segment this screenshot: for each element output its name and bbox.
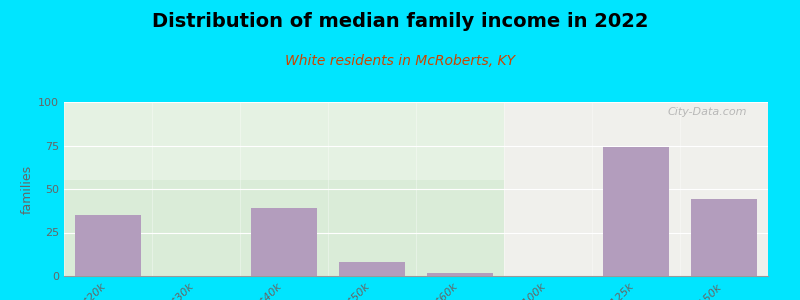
Bar xyxy=(75,215,141,276)
Text: White residents in McRoberts, KY: White residents in McRoberts, KY xyxy=(285,54,515,68)
Bar xyxy=(427,272,493,276)
Bar xyxy=(691,200,757,276)
Bar xyxy=(603,147,669,276)
Bar xyxy=(339,262,405,276)
Bar xyxy=(504,102,768,276)
Y-axis label: families: families xyxy=(21,164,34,214)
Bar xyxy=(251,208,317,276)
Text: City-Data.com: City-Data.com xyxy=(667,107,747,117)
Text: Distribution of median family income in 2022: Distribution of median family income in … xyxy=(152,12,648,31)
Bar xyxy=(64,102,504,276)
Bar xyxy=(64,102,504,180)
